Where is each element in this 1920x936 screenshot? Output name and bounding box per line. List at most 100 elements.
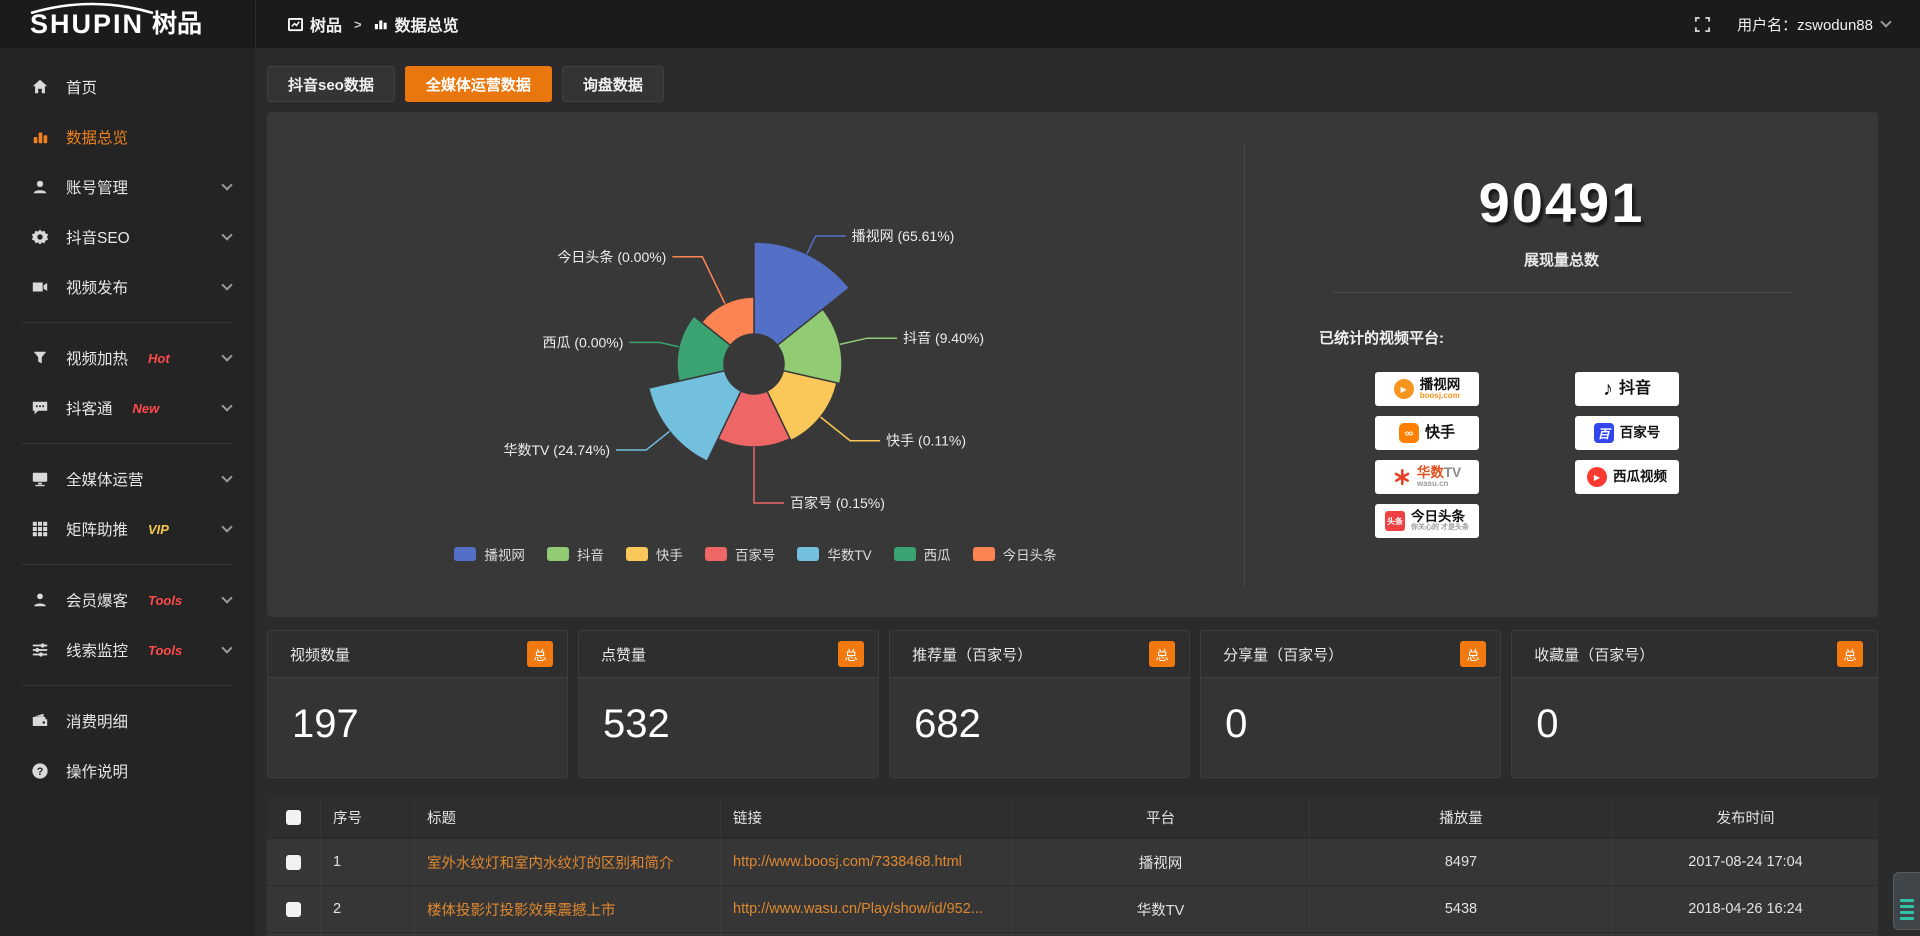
stat-card-likes: 点赞量 总 532 xyxy=(578,630,880,778)
pie-label: 百家号 (0.15%) xyxy=(790,495,885,511)
platform-badge-kuaishou: ∞ 快手 xyxy=(1375,416,1479,450)
stat-card-label: 推荐量（百家号） xyxy=(912,646,1033,664)
total-badge: 总 xyxy=(1149,641,1176,667)
user-icon xyxy=(30,178,50,196)
breadcrumb-home-label: 树品 xyxy=(310,18,343,35)
sidebar-item-video-heat[interactable]: 视频加热 Hot xyxy=(0,333,255,383)
pie-slice[interactable] xyxy=(676,314,732,383)
chat-widget[interactable] xyxy=(1893,872,1920,930)
cell-video-link[interactable]: http://www.boosj.com/7338468.html xyxy=(721,839,1012,885)
legend-swatch xyxy=(454,547,477,561)
sidebar-item-spend-details[interactable]: 消费明细 xyxy=(0,696,255,746)
legend-item[interactable]: 抖音 xyxy=(546,544,604,564)
sidebar-divider xyxy=(22,564,233,565)
main-content: 抖音seo数据 全媒体运营数据 询盘数据 播视网 (65.61%) 抖音 (9.4… xyxy=(255,48,1920,936)
tab-douyin-seo-data[interactable]: 抖音seo数据 xyxy=(267,66,395,102)
pie-label-line xyxy=(672,256,726,304)
impressions-summary: 90491 展现量总数 已统计的视频平台: ▶ 播视网 boosj.com ∞ … xyxy=(1245,112,1878,617)
logo-arc xyxy=(30,2,154,14)
sidebar-item-help[interactable]: ? 操作说明 xyxy=(0,746,255,796)
chat-bubble-icon xyxy=(30,399,50,417)
sidebar: 首页 数据总览 账号管理 抖音SEO 视频发布 视频加热 Hot 抖客通 New… xyxy=(0,48,255,936)
pie-slice[interactable] xyxy=(766,369,838,442)
sidebar-item-accounts[interactable]: 账号管理 xyxy=(0,162,255,212)
sidebar-item-home[interactable]: 首页 xyxy=(0,62,255,112)
hot-tag: Hot xyxy=(148,350,170,366)
overview-panel: 播视网 (65.61%) 抖音 (9.40%) 快手 (0.11%) 百家号 (0.1… xyxy=(267,112,1878,617)
home-icon xyxy=(30,78,50,96)
platform-name: 抖音 xyxy=(1618,379,1651,397)
row-checkbox[interactable] xyxy=(286,854,301,870)
breadcrumb-current[interactable]: 数据总览 xyxy=(374,12,459,36)
stat-card-value: 0 xyxy=(1536,702,1559,746)
stat-card-value: 682 xyxy=(914,702,981,746)
legend-item[interactable]: 快手 xyxy=(625,544,683,564)
table-row: 2 楼体投影灯投影效果震撼上市 http://www.wasu.cn/Play/… xyxy=(267,885,1878,932)
legend-label: 播视网 xyxy=(484,548,525,563)
sidebar-item-label: 全媒体运营 xyxy=(66,472,144,489)
chart-legend: 播视网 抖音 快手 百家号 华数TV 西瓜 今日头条 xyxy=(267,544,1244,564)
legend-swatch xyxy=(797,547,820,561)
legend-label: 今日头条 xyxy=(1002,548,1057,563)
platform-name: 西瓜视频 xyxy=(1613,468,1667,484)
sidebar-item-data-overview[interactable]: 数据总览 xyxy=(0,112,255,162)
kuaishou-logo-icon: ∞ xyxy=(1398,423,1419,443)
platforms-column-right: ♪ 抖音 百 百家号 ▶ 西瓜视频 xyxy=(1575,372,1679,538)
pie-label-line xyxy=(839,337,898,346)
platforms-grid: ▶ 播视网 boosj.com ∞ 快手 华数TV xyxy=(1245,372,1878,538)
tab-inquiry-data[interactable]: 询盘数据 xyxy=(561,66,664,102)
tab-omnimedia-data[interactable]: 全媒体运营数据 xyxy=(404,66,552,102)
sidebar-item-video-publish[interactable]: 视频发布 xyxy=(0,262,255,312)
sidebar-item-matrix-boost[interactable]: 矩阵助推 VIP xyxy=(0,504,255,554)
sidebar-item-douyin-seo[interactable]: 抖音SEO xyxy=(0,212,255,262)
gear-icon xyxy=(30,228,50,246)
table-row: 1 室外水纹灯和室内水纹灯的区别和简介 http://www.boosj.com… xyxy=(267,838,1878,885)
legend-item[interactable]: 百家号 xyxy=(704,544,775,564)
bar-chart-icon xyxy=(30,128,50,146)
legend-swatch xyxy=(893,547,916,561)
stat-cards: 视频数量 总 197 点赞量 总 532 推荐量（百家号） 总 682 分享量（百家号… xyxy=(267,630,1879,778)
sidebar-item-label: 账号管理 xyxy=(66,180,129,197)
pie-slice[interactable] xyxy=(716,390,792,448)
legend-item[interactable]: 播视网 xyxy=(454,544,525,564)
summary-divider xyxy=(1331,292,1792,293)
video-camera-icon xyxy=(30,278,50,296)
platform-name: 播视网 xyxy=(1419,376,1461,392)
pie-slice[interactable] xyxy=(776,308,843,385)
cell-video-title[interactable]: 楼体投影灯投影效果震撼上市 xyxy=(415,886,721,932)
pie-label-line xyxy=(819,416,881,442)
cell-index: 1 xyxy=(321,839,415,885)
legend-swatch xyxy=(625,547,648,561)
user-menu[interactable]: 用户名：zswodun88 xyxy=(1737,14,1892,35)
pie-label: 今日头条 (0.00%) xyxy=(557,249,666,265)
impressions-total: 90491 xyxy=(1478,171,1645,234)
cell-video-title[interactable]: 室外水纹灯和室内水纹灯的区别和简介 xyxy=(415,839,721,885)
sidebar-item-omnimedia[interactable]: 全媒体运营 xyxy=(0,454,255,504)
sidebar-item-lead-monitor[interactable]: 线索监控 Tools xyxy=(0,625,255,675)
pie-label: 西瓜 (0.00%) xyxy=(543,334,624,350)
sidebar-item-member-leads[interactable]: 会员爆客 Tools xyxy=(0,575,255,625)
stat-card-value: 0 xyxy=(1225,702,1248,746)
legend-label: 快手 xyxy=(655,548,683,563)
fullscreen-icon[interactable] xyxy=(1694,16,1711,33)
pie-slice[interactable] xyxy=(700,296,755,347)
pie-slice[interactable] xyxy=(647,369,742,463)
cell-video-link[interactable]: http://www.wasu.cn/Play/show/id/952... xyxy=(721,886,1012,932)
breadcrumb-current-label: 数据总览 xyxy=(394,18,459,35)
platform-subtext: wasu.cn xyxy=(1416,478,1449,488)
legend-swatch xyxy=(704,547,727,561)
logo-text-en: SHUPIN xyxy=(30,8,145,39)
cell-plays: 8497 xyxy=(1310,839,1613,885)
breadcrumb-home[interactable]: 树品 xyxy=(288,12,342,36)
legend-item[interactable]: 华数TV xyxy=(797,544,872,564)
pie-slice[interactable] xyxy=(753,241,851,347)
legend-item[interactable]: 西瓜 xyxy=(893,544,951,564)
pie-label: 快手 (0.11%) xyxy=(886,433,966,449)
pie-label: 播视网 (65.61%) xyxy=(852,228,955,244)
platform-name: 百家号 xyxy=(1619,424,1661,440)
row-checkbox[interactable] xyxy=(286,901,301,917)
sidebar-item-doukoutong[interactable]: 抖客通 New xyxy=(0,383,255,433)
select-all-checkbox[interactable] xyxy=(286,809,301,825)
legend-item[interactable]: 今日头条 xyxy=(972,544,1057,564)
legend-swatch xyxy=(546,547,569,561)
